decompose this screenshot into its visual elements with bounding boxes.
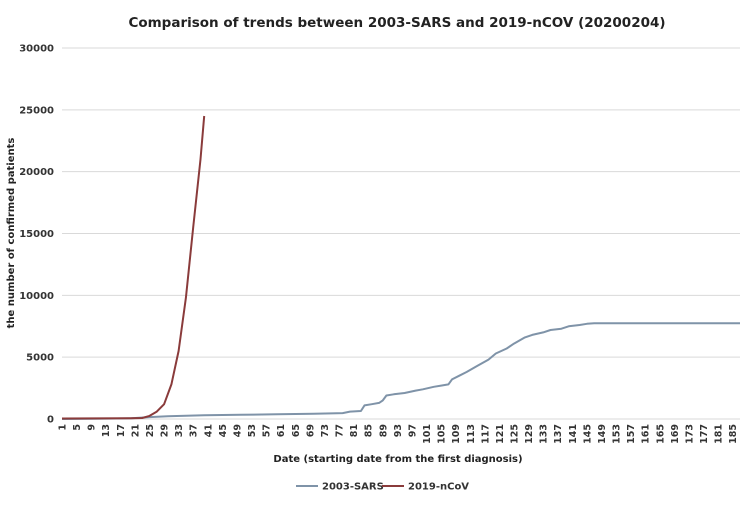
x-tick-label: 105	[437, 424, 448, 444]
x-tick-label: 13	[101, 424, 112, 437]
x-tick-label: 57	[262, 424, 273, 437]
x-tick-label: 117	[480, 424, 491, 444]
legend-label: 2019-nCoV	[408, 482, 469, 493]
x-tick-label: 41	[203, 424, 214, 437]
y-tick-label: 5000	[26, 353, 54, 364]
x-tick-label: 89	[378, 424, 389, 437]
x-tick-label: 37	[189, 424, 200, 437]
x-tick-label: 93	[393, 424, 404, 437]
x-tick-label: 185	[728, 424, 739, 444]
x-tick-label: 125	[510, 424, 521, 444]
x-tick-label: 73	[320, 424, 331, 437]
x-tick-label: 61	[276, 424, 287, 437]
chart-title: Comparison of trends between 2003-SARS a…	[128, 15, 665, 31]
x-tick-label: 161	[641, 424, 652, 444]
x-tick-label: 25	[145, 424, 156, 437]
x-tick-label: 49	[232, 424, 243, 437]
x-tick-label: 29	[160, 424, 171, 437]
x-tick-label: 153	[612, 424, 623, 444]
gridlines	[62, 47, 740, 420]
x-tick-label: 9	[87, 424, 98, 431]
x-tick-label: 149	[597, 424, 608, 444]
x-tick-label: 109	[451, 424, 462, 444]
series-line-ncov	[61, 115, 206, 420]
y-tick-label: 0	[47, 415, 54, 426]
x-tick-label: 137	[553, 424, 564, 444]
x-tick-label: 21	[130, 424, 141, 437]
x-tick-label: 5	[72, 424, 83, 431]
x-tick-label: 181	[714, 424, 725, 444]
y-tick-label: 20000	[19, 167, 54, 178]
x-tick-label: 101	[422, 424, 433, 444]
x-tick-label: 53	[247, 424, 258, 437]
y-tick-label: 30000	[19, 44, 54, 55]
x-tick-label: 165	[655, 424, 666, 444]
x-tick-label: 65	[291, 424, 302, 437]
x-tick-label: 45	[218, 424, 229, 437]
legend-label: 2003-SARS	[322, 482, 384, 493]
y-axis-ticks: 0 5000 10000 15000 20000 25000 30000	[19, 44, 54, 426]
x-tick-label: 145	[582, 424, 593, 444]
x-tick-label: 141	[568, 424, 579, 444]
x-tick-label: 113	[466, 424, 477, 444]
y-tick-label: 10000	[19, 291, 54, 302]
x-tick-label: 17	[116, 424, 127, 437]
x-tick-label: 69	[305, 424, 316, 437]
legend: 2003-SARS 2019-nCoV	[296, 482, 469, 493]
x-tick-label: 173	[684, 424, 695, 444]
series-lines	[61, 115, 740, 420]
x-tick-label: 81	[349, 424, 360, 437]
x-tick-label: 169	[670, 424, 681, 444]
x-axis-label: Date (starting date from the first diagn…	[273, 454, 522, 465]
series-line-sars	[61, 322, 740, 420]
y-axis-label: the number of confirmed patients	[6, 138, 17, 329]
x-tick-label: 133	[539, 424, 550, 444]
y-tick-label: 15000	[19, 229, 54, 240]
x-tick-label: 77	[335, 424, 346, 437]
x-tick-label: 1	[58, 424, 69, 431]
x-tick-label: 121	[495, 424, 506, 444]
x-tick-label: 85	[364, 424, 375, 437]
x-tick-label: 177	[699, 424, 710, 444]
x-axis-ticks: 1 5 9 13 17 21 25 29 33 37 41 45 49 53 57 61 65 69 73 77 81 8…	[58, 424, 740, 444]
x-tick-label: 97	[407, 424, 418, 437]
x-tick-label: 129	[524, 424, 535, 444]
x-tick-label: 33	[174, 424, 185, 437]
y-tick-label: 25000	[19, 105, 54, 116]
x-tick-label: 157	[626, 424, 637, 444]
